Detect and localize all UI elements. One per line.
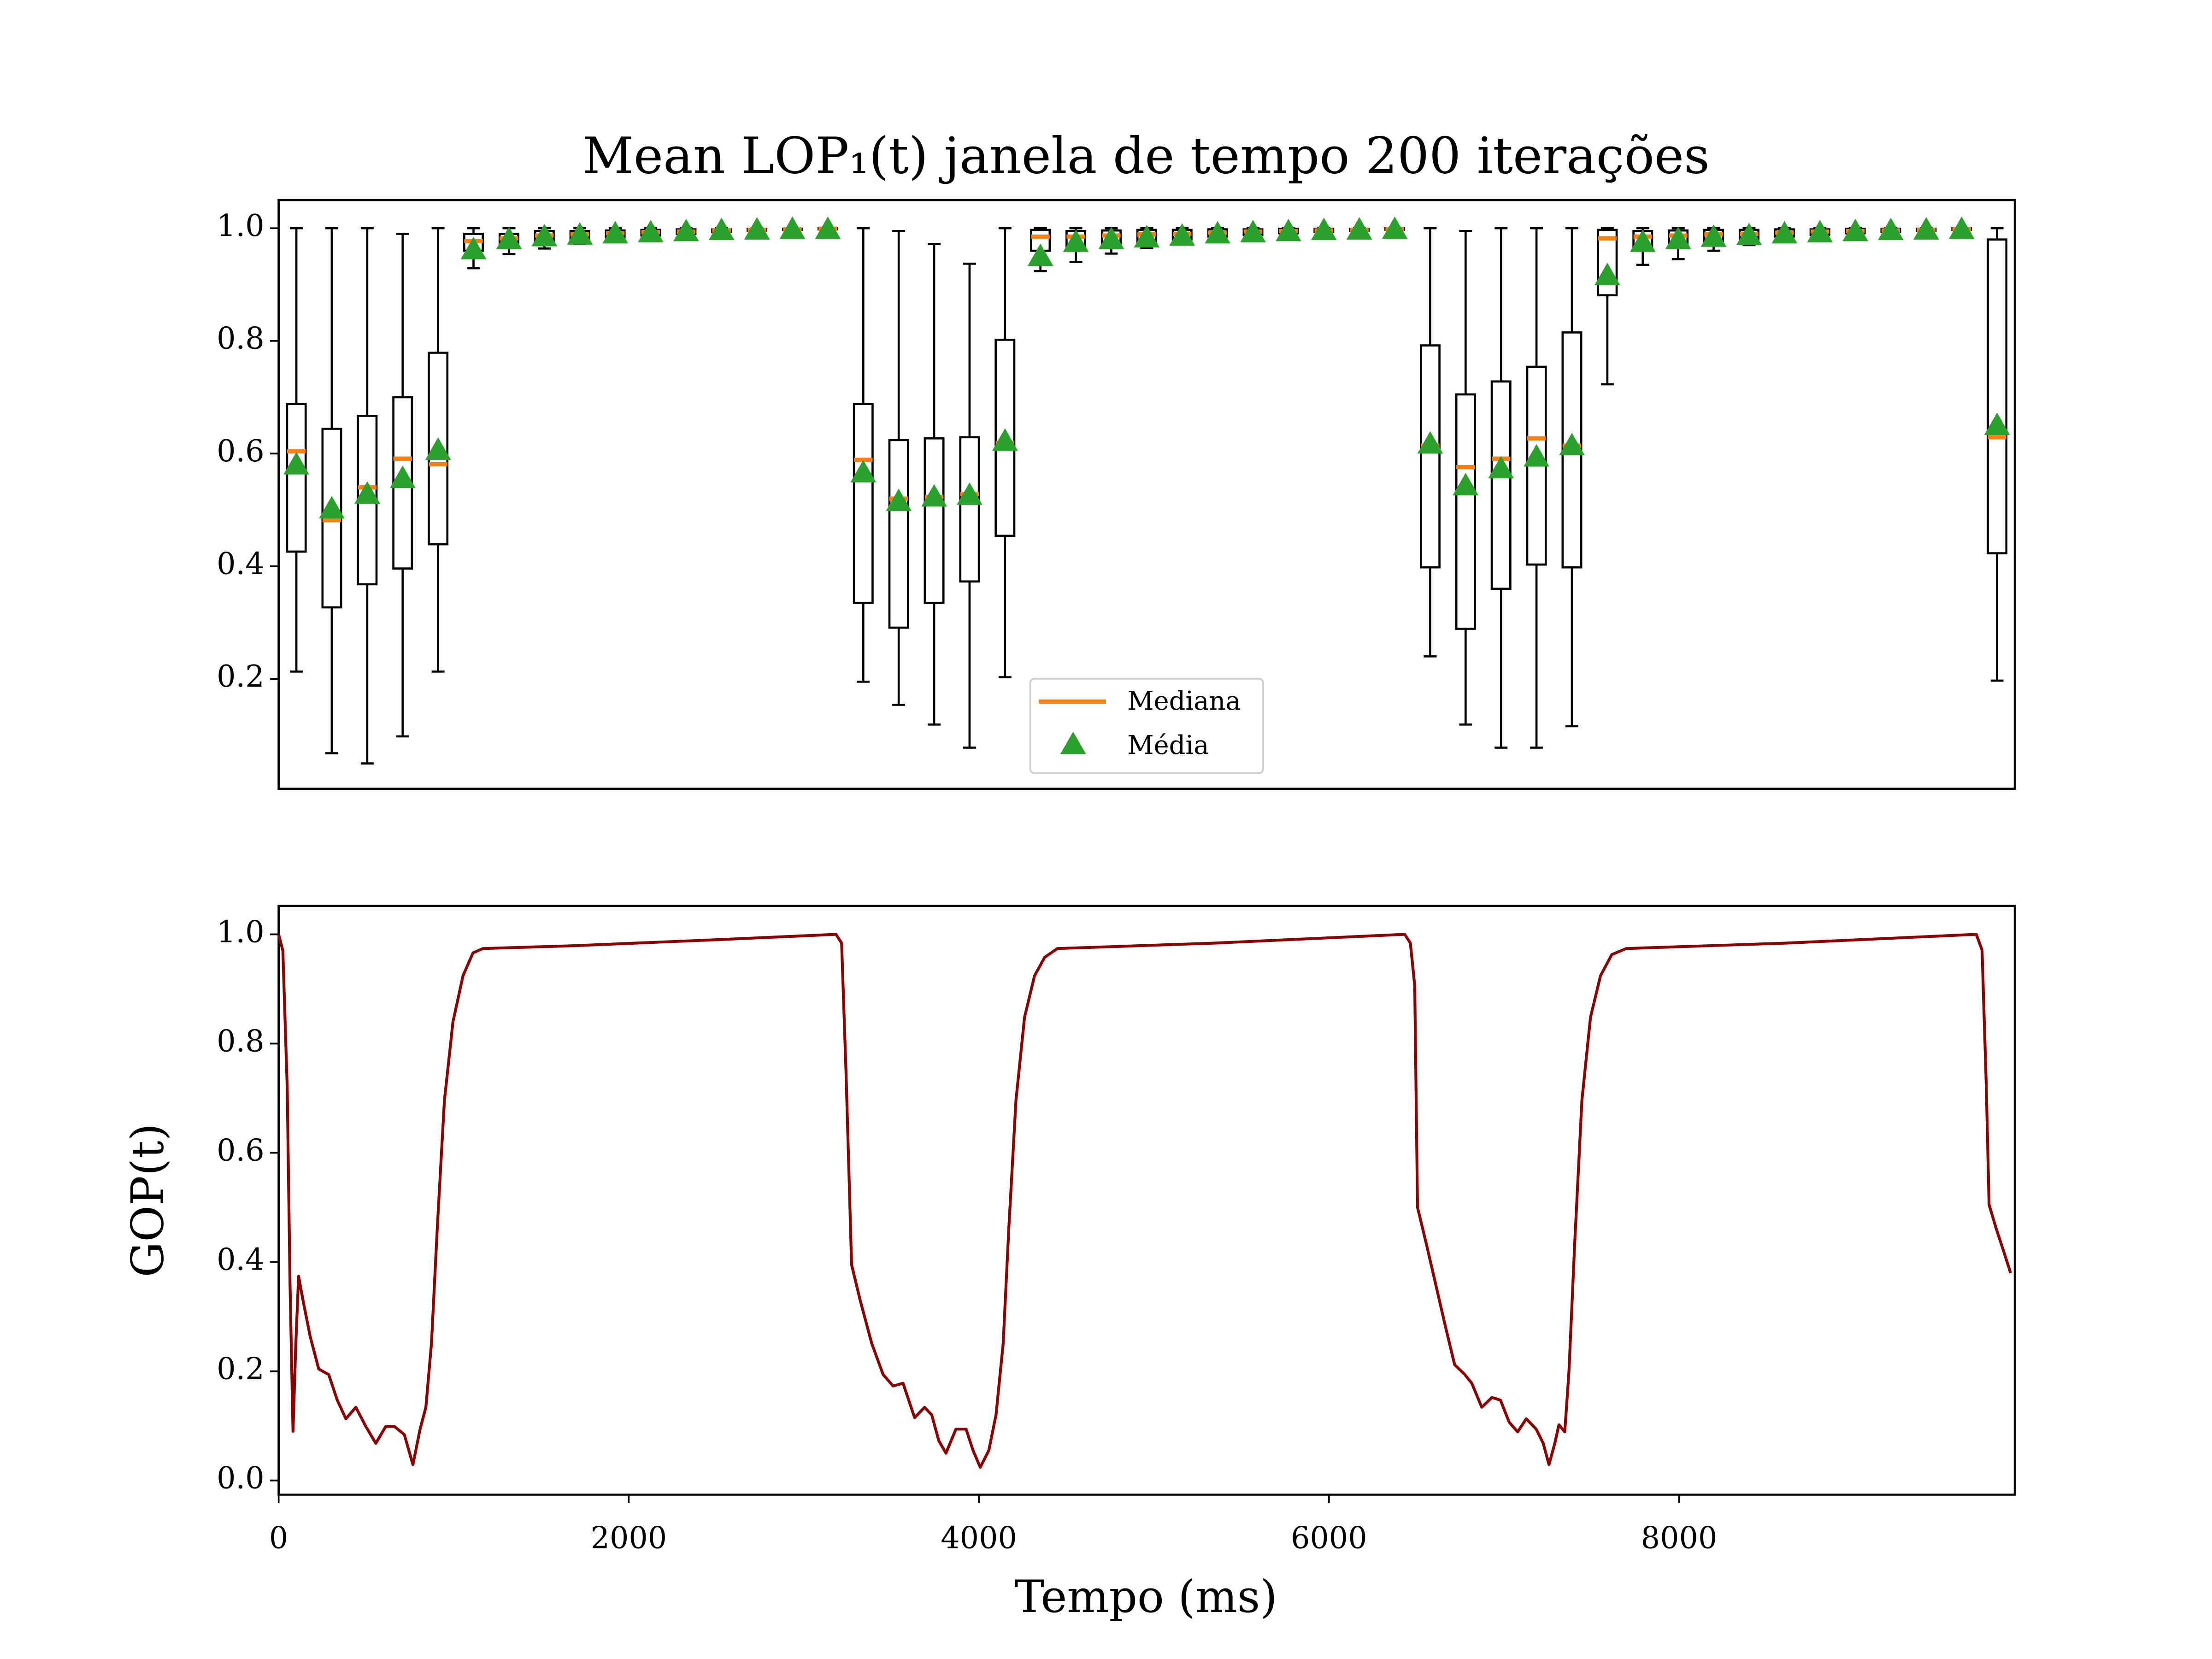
mean-marker [1771, 221, 1798, 244]
mean-marker [1276, 218, 1301, 241]
box [853, 403, 874, 604]
mean-marker [992, 428, 1018, 451]
box [1987, 238, 2008, 554]
chart-title: Mean LOP₁(t) janela de tempo 200 iteraçõ… [582, 127, 1710, 185]
mean-marker [708, 218, 735, 241]
box [959, 436, 980, 583]
mean-marker [1736, 223, 1762, 246]
mean-marker [815, 216, 841, 239]
mean-marker [957, 482, 982, 505]
mean-marker [1382, 216, 1408, 239]
mean-marker [886, 488, 912, 512]
mean-marker [850, 459, 877, 482]
mean-marker [921, 484, 947, 507]
x-tick-label: 8000 [1641, 1521, 1718, 1556]
mean-marker [1063, 229, 1089, 252]
y-tick-label: 0.6 [217, 1134, 265, 1168]
y-tick-label: 0.0 [217, 1461, 265, 1496]
x-tick-label: 0 [269, 1521, 288, 1556]
mean-marker [1665, 226, 1691, 249]
y-tick-label: 1.0 [217, 915, 265, 950]
mean-marker [744, 217, 770, 240]
box [888, 439, 909, 629]
y-tick-label: 0.2 [217, 1352, 265, 1387]
data-line [277, 933, 2012, 1469]
box [286, 403, 307, 553]
box [1490, 380, 1512, 590]
plot-frame [277, 905, 2016, 1496]
mean-marker [283, 452, 310, 475]
mean-marker [673, 218, 699, 241]
box [924, 437, 945, 604]
mean-marker [1311, 218, 1337, 241]
box [1419, 344, 1441, 569]
mean-marker [1453, 473, 1479, 495]
legend-swatch [1060, 731, 1086, 754]
mean-marker [1488, 456, 1514, 479]
plot-frame [277, 199, 2016, 790]
box [994, 338, 1016, 537]
mean-marker [389, 465, 416, 488]
mean-marker [1134, 225, 1160, 247]
mean-marker [496, 226, 522, 249]
mean-marker [1842, 218, 1869, 241]
mean-marker [1524, 444, 1550, 467]
mean-marker [1700, 224, 1727, 247]
y-tick-label: 0.8 [217, 1024, 265, 1059]
mean-marker [1807, 220, 1833, 242]
mean-marker [531, 224, 558, 247]
x-tick-label: 4000 [941, 1521, 1017, 1556]
mean-marker [1878, 218, 1904, 241]
mean-marker [1346, 217, 1372, 240]
mean-marker [1027, 243, 1053, 266]
mean-marker [460, 236, 487, 259]
x-tick-label: 6000 [1291, 1521, 1367, 1556]
y-tick-label: 1.0 [217, 209, 265, 243]
legend-label: Média [1128, 730, 1209, 760]
mean-marker [1594, 263, 1620, 285]
box [1455, 393, 1476, 630]
mean-marker [1098, 226, 1124, 249]
y-tick-label: 0.4 [217, 547, 265, 582]
mean-marker [1948, 216, 1975, 239]
mean-marker [425, 437, 451, 460]
mean-marker [567, 222, 593, 245]
mean-marker [1417, 431, 1443, 454]
mean-marker [1913, 217, 1939, 240]
mean-marker [602, 221, 628, 244]
y-tick-label: 0.6 [217, 434, 265, 469]
mean-marker [1559, 433, 1585, 456]
mean-marker [1205, 221, 1231, 244]
x-tick-label: 2000 [591, 1521, 667, 1556]
mean-marker [354, 481, 380, 504]
mean-marker [319, 496, 345, 518]
y-axis-label: GOP(t) [122, 1124, 174, 1277]
x-axis-label: Tempo (ms) [1015, 1571, 1277, 1623]
mean-marker [1169, 223, 1195, 246]
y-tick-label: 0.2 [217, 659, 265, 694]
y-tick-label: 0.4 [217, 1243, 265, 1277]
box [428, 352, 449, 546]
y-tick-label: 0.8 [217, 322, 265, 356]
mean-marker [779, 216, 806, 239]
mean-marker [1240, 220, 1266, 242]
legend-label: Mediana [1128, 686, 1241, 716]
mean-marker [1630, 229, 1656, 252]
box [1597, 229, 1618, 297]
mean-marker [1984, 412, 2010, 435]
mean-marker [638, 220, 664, 242]
